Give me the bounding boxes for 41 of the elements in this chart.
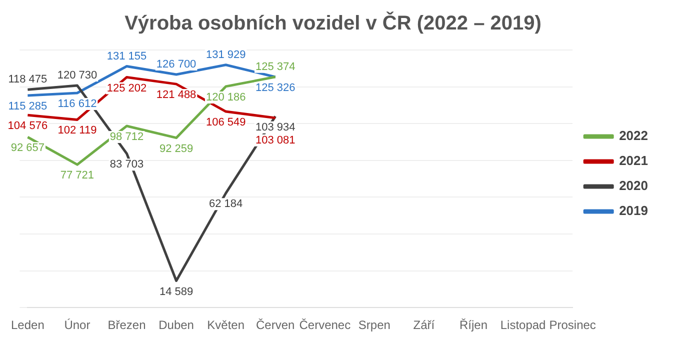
x-tick-label: Březen (108, 318, 146, 332)
data-label: 131 929 (206, 48, 246, 61)
x-tick-label: Červenec (299, 318, 351, 332)
data-label: 131 155 (106, 50, 147, 62)
x-tick-label: Říjen (460, 318, 488, 332)
x-tick-label: Září (413, 318, 436, 332)
data-label: 120 730 (57, 69, 98, 82)
data-label: 102 119 (58, 124, 97, 137)
x-tick-label: Únor (64, 318, 90, 332)
data-label: 126 700 (156, 58, 196, 71)
data-label: 118 475 (8, 74, 48, 86)
x-tick-label: Duben (158, 318, 194, 332)
data-label: 92 657 (10, 142, 45, 154)
x-tick-label: Leden (10, 318, 44, 332)
data-label: 103 081 (255, 134, 296, 146)
data-label: 125 374 (255, 60, 296, 73)
x-tick-label: Červen (256, 318, 295, 332)
legend-label: 2019 (619, 203, 648, 218)
legend-label: 2021 (619, 153, 648, 168)
x-tick-label: Květen (207, 318, 245, 332)
data-label: 62 184 (209, 198, 243, 210)
data-label: 125 326 (255, 82, 296, 94)
data-label: 120 186 (206, 91, 246, 104)
data-label: 115 285 (8, 100, 48, 113)
data-label: 92 259 (159, 142, 194, 155)
x-tick-label: Srpen (358, 318, 390, 332)
x-tick-label: Listopad (500, 318, 546, 332)
data-label: 103 934 (255, 121, 296, 134)
x-tick-label: Prosinec (549, 318, 596, 332)
data-label: 106 549 (206, 116, 246, 129)
data-label: 77 721 (60, 170, 94, 182)
data-label: 14 589 (159, 286, 194, 298)
chart-title: Výroba osobních vozidel v ČR (2022 – 2019) (124, 12, 542, 35)
legend-label: 2022 (619, 128, 648, 144)
legend-label: 2020 (619, 178, 648, 194)
data-label: 98 712 (110, 131, 144, 143)
data-label: 121 488 (156, 89, 196, 102)
data-label: 83 703 (110, 158, 144, 171)
data-label: 116 612 (58, 98, 97, 110)
data-label: 104 576 (8, 120, 48, 132)
data-label: 125 202 (106, 82, 147, 94)
